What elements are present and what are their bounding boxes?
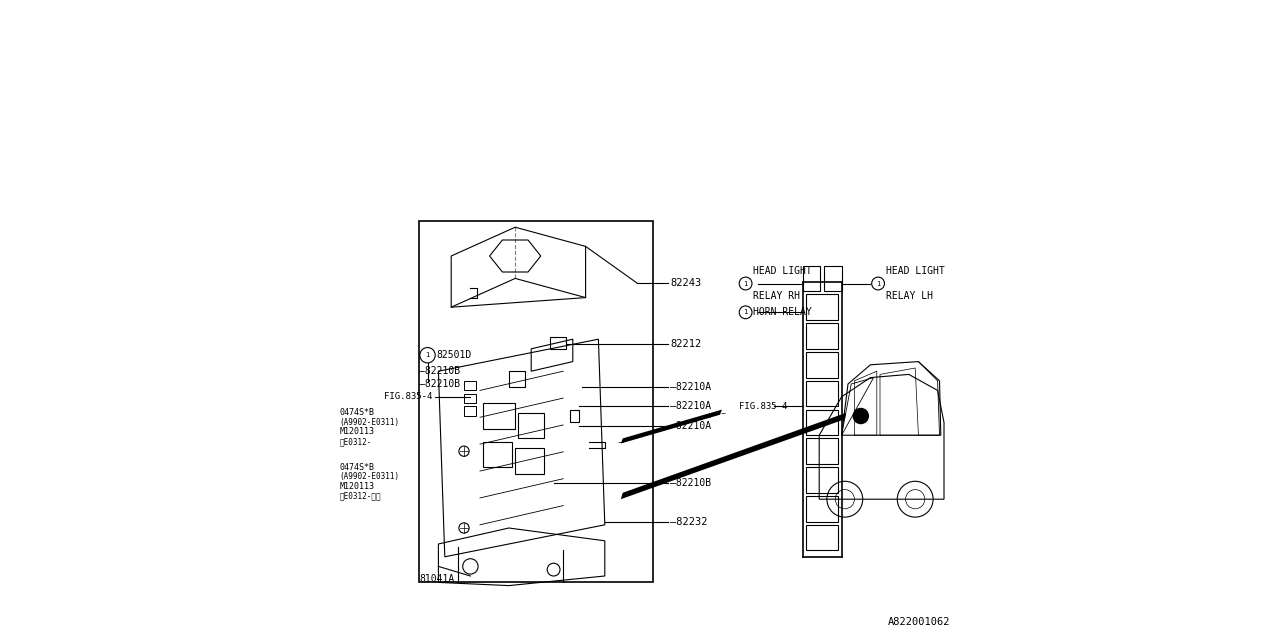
Text: RELAY RH: RELAY RH: [753, 291, 800, 301]
Text: 82212: 82212: [671, 339, 701, 349]
Text: 82243: 82243: [671, 278, 701, 288]
Polygon shape: [621, 413, 846, 499]
Text: 1: 1: [425, 352, 430, 358]
Polygon shape: [621, 410, 722, 444]
Text: —82210A: —82210A: [671, 401, 712, 412]
Text: HEAD LIGHT: HEAD LIGHT: [886, 266, 945, 276]
Text: 0474S*B: 0474S*B: [339, 463, 374, 472]
Text: 0474S*B: 0474S*B: [339, 408, 374, 417]
Text: M120113: M120113: [339, 482, 374, 491]
Text: 1: 1: [876, 280, 881, 287]
Text: 82501D: 82501D: [436, 350, 472, 360]
Text: —82210B: —82210B: [671, 478, 712, 488]
Text: FIG.835-4: FIG.835-4: [740, 402, 787, 411]
Text: —82210B: —82210B: [420, 379, 461, 389]
Text: M120113: M120113: [339, 428, 374, 436]
Text: （E0312-: （E0312-: [339, 437, 371, 446]
Circle shape: [854, 408, 868, 424]
Text: 1: 1: [744, 309, 748, 316]
Text: —82210A: —82210A: [671, 420, 712, 431]
Text: 81041A: 81041A: [420, 574, 454, 584]
Text: —82232: —82232: [671, 516, 708, 527]
Text: FIG.835-4: FIG.835-4: [384, 392, 433, 401]
Text: RELAY LH: RELAY LH: [886, 291, 933, 301]
Text: —82210B: —82210B: [420, 366, 461, 376]
Text: （E0312-　）: （E0312- ）: [339, 492, 381, 500]
Text: —82210A: —82210A: [671, 382, 712, 392]
Text: 1: 1: [744, 280, 748, 287]
Text: (A9902-E0311): (A9902-E0311): [339, 418, 399, 427]
Text: A822001062: A822001062: [888, 617, 950, 627]
Text: (A9902-E0311): (A9902-E0311): [339, 472, 399, 481]
Text: HEAD LIGHT: HEAD LIGHT: [753, 266, 812, 276]
Text: HORN RELAY: HORN RELAY: [753, 307, 812, 317]
